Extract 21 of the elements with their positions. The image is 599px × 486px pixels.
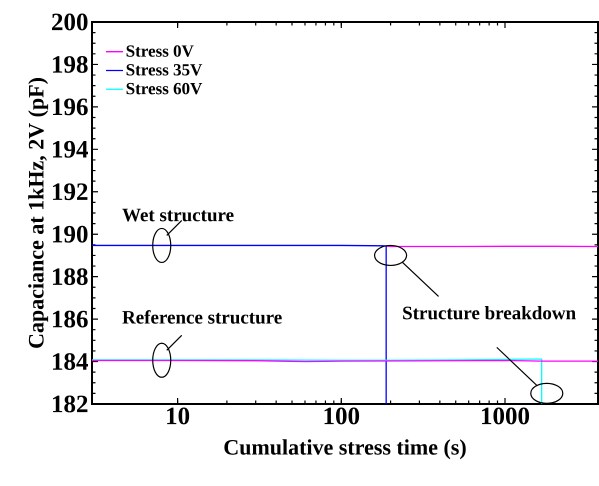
y-tick-label: 194 — [52, 140, 88, 158]
x-tick-label: 1000 — [482, 408, 530, 424]
y-tick-label: 190 — [52, 226, 88, 243]
x-tick-label: 10 — [167, 408, 190, 424]
legend-label: Stress 35V — [126, 64, 202, 76]
annotation: Wet structure — [122, 208, 234, 222]
y-tick-label: 188 — [52, 268, 88, 286]
annotation: Structure breakdown — [403, 306, 576, 320]
legend-label: Stress 0V — [126, 45, 194, 57]
y-tick-label: 196 — [52, 98, 88, 116]
annotation: Reference structure — [122, 310, 282, 324]
y-tick-label: 200 — [52, 14, 88, 30]
y-tick-label: 198 — [52, 56, 88, 73]
y-tick-label: 186 — [52, 310, 88, 328]
y-tick-label: 184 — [52, 353, 88, 370]
legend-label: Stress 60V — [126, 82, 202, 94]
x-axis-title: Cumulative stress time (s) — [224, 439, 466, 460]
y-tick-label: 182 — [52, 396, 88, 412]
y-tick-label: 192 — [52, 183, 88, 200]
x-tick-label: 100 — [324, 408, 360, 424]
y-axis-title: Capaciance at 1kHz, 2V (pF) — [28, 78, 48, 348]
